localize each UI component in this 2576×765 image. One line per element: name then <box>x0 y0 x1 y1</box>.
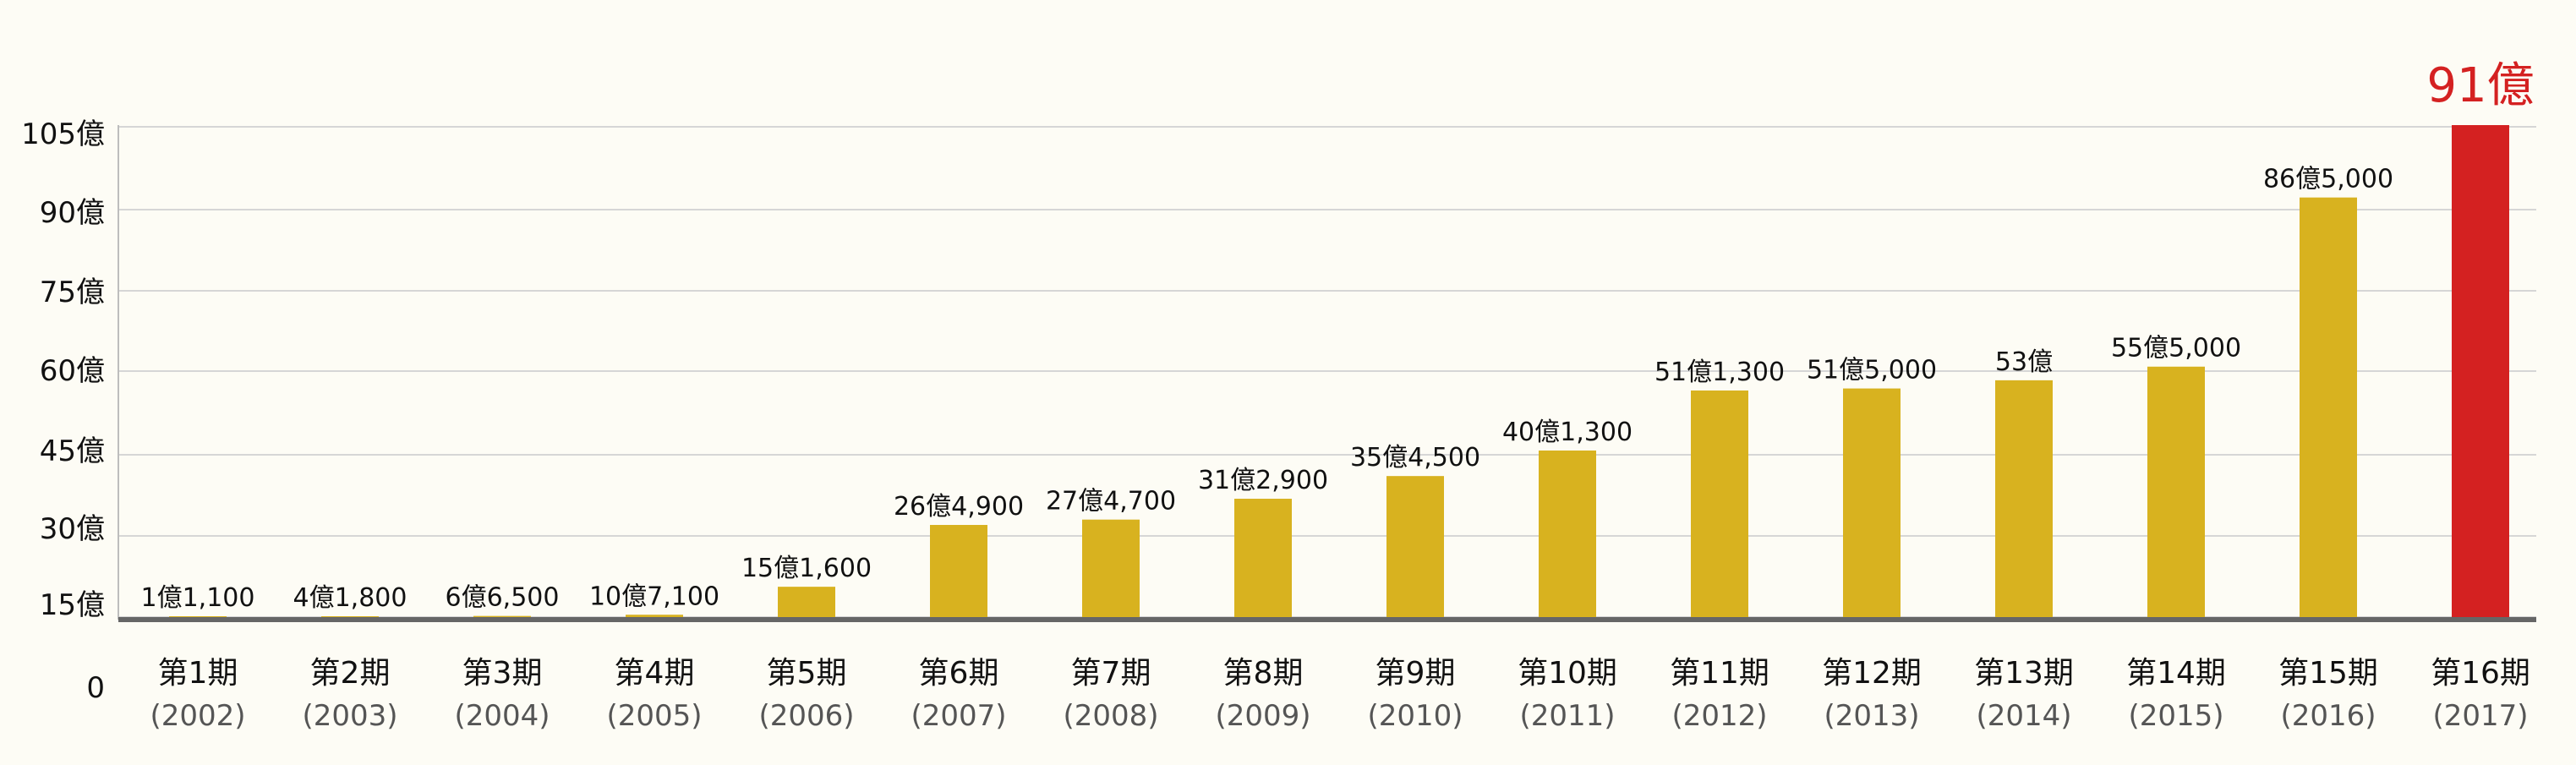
x-tick-year-label: (2010) <box>1367 699 1463 733</box>
x-tick-period-label: 第7期 <box>1071 656 1151 691</box>
x-tick-year-label: (2006) <box>758 699 854 733</box>
bar <box>2147 366 2205 620</box>
y-tick-label: 105億 <box>21 117 105 151</box>
value-label: 27億4,700 <box>1046 487 1176 516</box>
x-tick-period-label: 第14期 <box>2126 656 2226 691</box>
x-tick-year-label: (2013) <box>1824 699 1919 733</box>
x-tick-period-label: 第9期 <box>1376 656 1456 691</box>
value-label: 51億1,300 <box>1654 358 1785 387</box>
y-axis: 105億 90億 75億 60億 45億 30億 15億 0 <box>21 117 105 705</box>
bar <box>1082 519 1140 620</box>
x-tick-year-label: (2016) <box>2280 699 2376 733</box>
bar <box>930 525 987 620</box>
value-label: 10億7,100 <box>589 582 719 611</box>
x-tick-year-label: (2002) <box>150 699 245 733</box>
x-tick-year-label: (2012) <box>1671 699 1767 733</box>
value-label-highlight: 91億 <box>2426 58 2534 113</box>
x-tick-year-label: (2009) <box>1215 699 1310 733</box>
x-tick-period-label: 第12期 <box>1822 656 1922 691</box>
x-axis: 第1期 (2002) 第2期 (2003) 第3期 (2004) 第4期 (2005) 第5期 (… <box>118 617 2536 733</box>
bar <box>1386 476 1444 620</box>
x-tick-period-label: 第3期 <box>462 656 543 691</box>
x-tick-year-label: (2005) <box>606 699 702 733</box>
x-tick-year-label: (2007) <box>911 699 1006 733</box>
x-tick-year-label: (2017) <box>2432 699 2528 733</box>
value-label: 53億 <box>1995 347 2053 377</box>
value-label: 4億1,800 <box>293 583 407 613</box>
bar <box>1539 450 1596 620</box>
value-label: 55億5,000 <box>2111 334 2241 363</box>
x-tick-period-label: 第8期 <box>1223 656 1304 691</box>
value-label: 26億4,900 <box>894 492 1024 522</box>
y-tick-label: 60億 <box>40 354 105 388</box>
y-tick-label: 75億 <box>40 276 105 309</box>
x-tick-period-label: 第11期 <box>1670 656 1769 691</box>
x-tick-year-label: (2004) <box>454 699 550 733</box>
y-tick-label: 0 <box>86 671 105 705</box>
x-tick-period-label: 第15期 <box>2278 656 2378 691</box>
bar <box>778 587 835 620</box>
value-label: 35億4,500 <box>1350 443 1480 473</box>
value-label: 1億1,100 <box>141 583 255 613</box>
bars <box>169 125 2509 620</box>
value-labels: 1億1,100 4億1,800 6億6,500 10億7,100 15億1,600 26億… <box>141 58 2535 613</box>
y-tick-label: 45億 <box>40 434 105 468</box>
x-tick-period-label: 第13期 <box>1974 656 2074 691</box>
bar <box>1691 390 1748 620</box>
value-label: 86億5,000 <box>2263 165 2393 194</box>
value-label: 31億2,900 <box>1198 466 1328 495</box>
x-tick-year-label: (2003) <box>302 699 397 733</box>
value-label: 6億6,500 <box>446 583 560 613</box>
bar <box>1843 388 1901 620</box>
x-tick-year-label: (2014) <box>1976 699 2071 733</box>
x-tick-year-label: (2015) <box>2128 699 2223 733</box>
y-tick-label: 90億 <box>40 196 105 230</box>
x-tick-year-label: (2008) <box>1063 699 1158 733</box>
y-tick-label: 15億 <box>40 588 105 622</box>
bar <box>1234 499 1292 620</box>
x-tick-period-label: 第10期 <box>1518 656 1617 691</box>
x-tick-period-label: 第6期 <box>919 656 999 691</box>
value-label: 51億5,000 <box>1807 356 1937 385</box>
y-tick-label: 30億 <box>40 512 105 546</box>
x-tick-period-label: 第1期 <box>158 656 238 691</box>
value-label: 15億1,600 <box>741 554 872 583</box>
x-tick-period-label: 第5期 <box>767 656 847 691</box>
bar-highlight <box>2452 125 2509 620</box>
value-label: 40億1,300 <box>1502 418 1633 447</box>
x-tick-period-label: 第16期 <box>2431 656 2530 691</box>
bar <box>2300 197 2357 620</box>
bar <box>1995 380 2053 620</box>
x-tick-period-label: 第2期 <box>310 656 391 691</box>
x-tick-period-label: 第4期 <box>615 656 695 691</box>
x-tick-year-label: (2011) <box>1519 699 1615 733</box>
